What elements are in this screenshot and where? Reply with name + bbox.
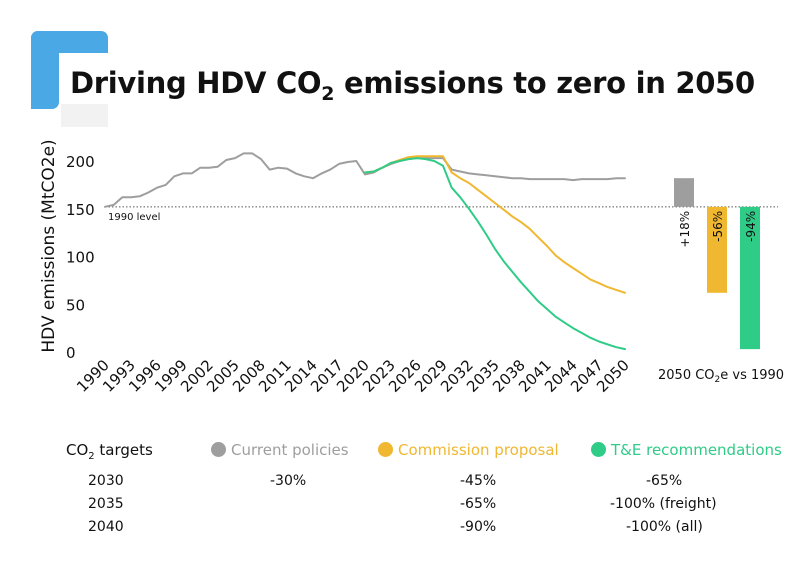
bar-label: +18% (678, 211, 692, 248)
brand-logo-stem (31, 31, 59, 109)
legend-label-te: T&E recommendations (611, 441, 782, 459)
y-tick-label: 200 (66, 153, 95, 171)
row-2040-te: -100% (all) (626, 519, 703, 535)
legend-label-commission: Commission proposal (398, 441, 559, 459)
y-tick-label: 50 (66, 296, 85, 314)
row-year-2040: 2040 (88, 519, 124, 535)
series-commission-proposal (364, 155, 626, 294)
legend-commission-proposal: Commission proposal (378, 441, 559, 459)
series-te-recommendations (364, 157, 626, 351)
title-main: Driving HDV CO (70, 66, 322, 100)
bar-current-policies (674, 178, 694, 207)
y-tick-label: 150 (66, 201, 95, 219)
legend-dot-te-icon (591, 442, 606, 457)
bar-te-recommendations (740, 206, 760, 350)
row-year-2030: 2030 (88, 473, 124, 489)
row-year-2035: 2035 (88, 496, 124, 512)
targets-label-sub: 2 (88, 451, 95, 462)
y-tick-label: 0 (66, 344, 76, 362)
legend-te-recommendations: T&E recommendations (591, 441, 782, 459)
reference-line-label: 1990 level (108, 212, 160, 223)
bar-label: -56% (711, 211, 725, 242)
legend-dot-commission-icon (378, 442, 393, 457)
legend-dot-current-icon (211, 442, 226, 457)
title-rest: emissions to zero in 2050 (334, 66, 755, 100)
chart-title: Driving HDV CO2 emissions to zero in 205… (70, 66, 755, 105)
targets-label: CO2 targets (66, 441, 153, 462)
y-tick-label: 100 (66, 249, 95, 267)
row-2030-current: -30% (270, 473, 307, 489)
targets-label-main: CO (66, 441, 89, 459)
title-sub: 2 (321, 82, 335, 105)
row-2035-te: -100% (freight) (610, 496, 717, 512)
row-2040-commission: -90% (460, 519, 497, 535)
bars-caption: 2050 CO2e vs 1990 (658, 368, 784, 385)
y-axis-label: HDV emissions (MtCO2e) (39, 139, 59, 352)
legend-label-current: Current policies (231, 441, 349, 459)
brand-logo-box (61, 104, 108, 127)
emissions-chart: HDV emissions (MtCO2e) 0 50 100 150 200 1990 l… (39, 139, 784, 396)
row-2030-commission: -45% (460, 473, 497, 489)
series-current-policies (104, 152, 626, 208)
bar-commission-proposal (707, 206, 727, 293)
legend-current-policies: Current policies (211, 441, 349, 459)
row-2030-te: -65% (646, 473, 683, 489)
bar-label: -94% (744, 211, 758, 242)
row-2035-commission: -65% (460, 496, 497, 512)
targets-label-rest: targets (94, 441, 153, 459)
